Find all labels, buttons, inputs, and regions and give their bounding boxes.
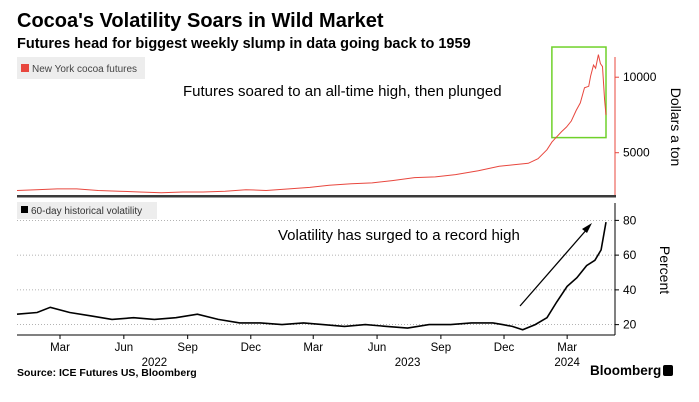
volatility-gridlines — [17, 219, 615, 326]
futures-annotation: Futures soared to an all-time high, then… — [183, 83, 502, 100]
x-year-label: 2022 — [142, 357, 168, 369]
x-tick-label: Sep — [431, 342, 451, 354]
panel-divider — [17, 195, 616, 198]
bloomberg-terminal-icon — [663, 365, 673, 376]
volatility-y-tick-label: 80 — [623, 213, 637, 227]
x-tick-label: Mar — [303, 342, 323, 354]
x-year-label: 2024 — [554, 357, 580, 369]
chart-title: Cocoa's Volatility Soars in Wild Market — [17, 10, 384, 32]
x-tick-label: Dec — [241, 342, 262, 354]
volatility-y-ticks: 20 40 60 80 — [615, 213, 637, 332]
x-tick-label: Dec — [494, 342, 515, 354]
volatility-y-axis-title: Percent — [657, 246, 673, 294]
futures-price-line — [16, 54, 607, 194]
futures-panel: New York cocoa futures Futures soared to… — [16, 46, 684, 195]
volatility-trend-arrow — [519, 223, 592, 307]
volatility-line — [16, 221, 607, 331]
futures-legend-label: New York cocoa futures — [32, 64, 137, 75]
x-tick-label: Jun — [368, 342, 387, 354]
volatility-legend-box — [17, 202, 157, 219]
volatility-legend-swatch — [21, 206, 28, 213]
bloomberg-logo: Bloomberg — [590, 363, 662, 378]
source-note: Source: ICE Futures US, Bloomberg — [17, 367, 197, 379]
futures-y-ticks: 5000 10000 — [615, 70, 657, 160]
x-tick-label: Mar — [50, 342, 70, 354]
futures-y-tick-label: 5000 — [623, 146, 650, 160]
futures-y-tick-label: 10000 — [623, 70, 657, 84]
price-peak-highlight-box — [551, 46, 607, 139]
volatility-y-tick-label: 60 — [623, 248, 637, 262]
volatility-panel: 60-day historical volatility Volatility … — [16, 202, 673, 369]
x-tick-label: Mar — [557, 342, 577, 354]
futures-legend-box — [17, 57, 145, 79]
futures-legend-swatch — [21, 64, 29, 72]
x-axis-ticks: Mar Jun Sep Dec Mar Jun Sep Dec Mar 2022 2023 2024 — [50, 335, 581, 369]
x-tick-label: Sep — [177, 342, 197, 354]
x-tick-label: Jun — [115, 342, 134, 354]
volatility-annotation: Volatility has surged to a record high — [278, 227, 520, 244]
chart-subtitle: Futures head for biggest weekly slump in… — [17, 36, 471, 52]
x-year-label: 2023 — [395, 357, 421, 369]
volatility-legend-label: 60-day historical volatility — [31, 206, 142, 217]
volatility-y-tick-label: 40 — [623, 283, 637, 297]
futures-y-axis-title: Dollars a ton — [668, 88, 684, 167]
volatility-y-tick-label: 20 — [623, 318, 637, 332]
